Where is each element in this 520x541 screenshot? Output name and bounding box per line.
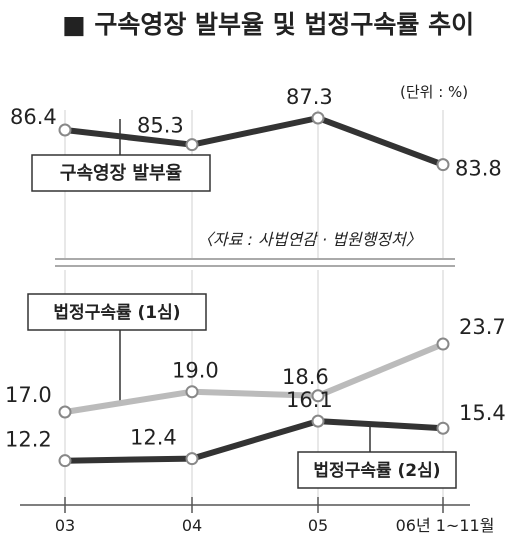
value-label-1-0: 17.0: [5, 383, 52, 407]
legend-label-2: 법정구속률 (2심): [313, 461, 440, 481]
axis-break: [55, 258, 455, 267]
value-labels: 86.4 85.3 87.3 83.8 17.0 19.0 18.6 23.7 12.2 12.4…: [5, 85, 506, 452]
unit-label: (단위 : %): [400, 83, 468, 101]
data-point-1-3: [436, 337, 450, 351]
x-tick-label-2: 05: [308, 516, 328, 535]
value-label-0-3: 83.8: [455, 157, 502, 181]
value-label-0-1: 85.3: [137, 114, 184, 138]
data-point-1-2: [311, 389, 325, 403]
x-tick-label-0: 03: [55, 516, 75, 535]
series-group: [58, 111, 450, 468]
value-label-1-1: 19.0: [172, 359, 219, 383]
source-note: 〈자료 : 사법연감 · 법원행정처〉: [197, 230, 422, 249]
legend-box-1: [27, 293, 207, 331]
value-label-2-0: 12.2: [5, 428, 52, 452]
series-line-2: [62, 418, 446, 464]
data-point-2-1: [185, 452, 199, 466]
value-label-0-0: 86.4: [10, 105, 57, 129]
data-point-0-2: [311, 111, 325, 125]
chart-title: ■ 구속영장 발부율 및 법정구속률 추이: [62, 10, 474, 39]
data-point-2-0: [58, 454, 72, 468]
data-point-1-1: [185, 385, 199, 399]
value-label-2-2: 16.1: [286, 388, 333, 412]
data-point-2-3: [436, 421, 450, 435]
data-point-2-2: [311, 414, 325, 428]
data-point-0-1: [185, 138, 199, 152]
value-label-2-1: 12.4: [130, 426, 177, 450]
data-point-1-0: [58, 405, 72, 419]
series-line-1: [62, 341, 446, 415]
x-tick-label-1: 04: [182, 516, 202, 535]
series-line-0: [62, 115, 446, 168]
value-label-1-2: 18.6: [282, 365, 329, 389]
x-tick-label-3: 06년 1~11월: [396, 516, 495, 535]
value-label-1-3: 23.7: [459, 315, 506, 339]
value-label-0-2: 87.3: [286, 85, 333, 109]
legend-label-1: 법정구속률 (1심): [53, 303, 180, 323]
data-point-0-3: [436, 158, 450, 172]
legend-box-2: [297, 451, 457, 489]
data-point-0-0: [58, 123, 72, 137]
legend-box-0: [31, 154, 211, 192]
legend-label-0: 구속영장 발부율: [60, 163, 182, 184]
value-label-2-3: 15.4: [459, 401, 506, 425]
x-axis: 03 04 05 06년 1~11월: [20, 497, 494, 535]
